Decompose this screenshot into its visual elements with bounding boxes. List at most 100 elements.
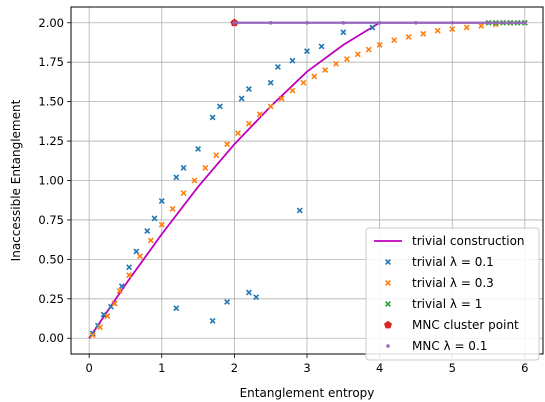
data-point xyxy=(224,141,231,148)
data-point xyxy=(195,145,202,152)
data-point xyxy=(191,177,198,184)
data-point xyxy=(377,20,382,25)
legend-label: MNC λ = 0.1 xyxy=(412,339,487,353)
legend-marker xyxy=(385,259,391,265)
y-tick-label: 0.75 xyxy=(38,213,64,227)
data-point xyxy=(343,56,350,63)
series-2 xyxy=(89,19,514,339)
data-point xyxy=(478,22,485,29)
data-point xyxy=(300,79,307,86)
data-point xyxy=(333,60,340,67)
data-point xyxy=(245,120,252,127)
data-point xyxy=(126,272,133,279)
y-tick-label: 1.25 xyxy=(38,134,64,148)
x-tick-label: 6 xyxy=(521,361,528,375)
data-point xyxy=(245,86,252,92)
data-point xyxy=(173,174,180,181)
data-point xyxy=(289,87,296,94)
x-tick-label: 3 xyxy=(303,361,310,375)
data-point xyxy=(450,20,455,25)
data-point xyxy=(376,41,383,48)
data-point xyxy=(322,67,329,74)
data-point xyxy=(144,228,151,234)
x-tick-label: 1 xyxy=(158,361,165,375)
data-point xyxy=(463,24,470,31)
y-tick-label: 1.50 xyxy=(38,95,64,109)
data-point xyxy=(224,298,231,305)
data-point xyxy=(118,283,125,290)
data-point xyxy=(173,305,180,312)
data-point xyxy=(449,26,456,33)
legend-marker xyxy=(386,344,390,348)
x-tick-label: 0 xyxy=(85,361,92,375)
data-point xyxy=(267,103,274,110)
data-point xyxy=(311,73,318,80)
data-point xyxy=(89,332,96,339)
data-point xyxy=(289,57,296,64)
data-point xyxy=(420,30,427,37)
y-axis-label: Inaccessible Entanglement xyxy=(9,99,23,261)
data-point xyxy=(180,190,187,197)
data-point xyxy=(340,29,347,36)
x-tick-label: 2 xyxy=(231,361,238,375)
data-point xyxy=(304,48,310,55)
legend-marker xyxy=(384,320,392,329)
data-point xyxy=(354,51,361,58)
y-tick-label: 0.50 xyxy=(38,252,64,266)
y-tick-label: 1.75 xyxy=(38,55,64,69)
data-point xyxy=(97,324,104,331)
data-point xyxy=(341,20,346,25)
data-point xyxy=(391,37,398,44)
plot-content xyxy=(88,18,528,339)
data-point xyxy=(486,20,491,25)
data-point xyxy=(256,111,263,118)
data-point xyxy=(100,311,107,318)
data-point xyxy=(235,130,241,137)
data-point xyxy=(169,205,176,212)
data-point xyxy=(216,103,223,110)
x-tick-label: 4 xyxy=(376,361,383,375)
legend-box xyxy=(365,227,540,361)
legend-label: trivial λ = 1 xyxy=(412,297,482,311)
data-point xyxy=(278,95,285,102)
y-tick-label: 1.00 xyxy=(38,174,64,188)
data-point xyxy=(209,114,216,121)
data-point xyxy=(89,330,96,337)
data-point xyxy=(274,63,281,70)
data-point xyxy=(111,300,118,307)
legend-label: trivial construction xyxy=(412,234,525,248)
data-point xyxy=(305,20,309,25)
data-point xyxy=(158,198,165,204)
data-point xyxy=(365,46,372,53)
data-point xyxy=(268,20,273,25)
series-5 xyxy=(232,20,527,25)
legend-label: trivial λ = 0.3 xyxy=(412,276,494,290)
data-point xyxy=(116,287,123,294)
y-tick-label: 0.25 xyxy=(38,292,64,306)
data-point xyxy=(414,20,418,25)
data-point xyxy=(405,34,412,40)
legend-label: MNC cluster point xyxy=(412,318,519,332)
data-point xyxy=(253,294,260,301)
data-point xyxy=(245,289,252,296)
data-point xyxy=(318,43,325,50)
data-point xyxy=(296,207,303,214)
legend-marker xyxy=(385,301,391,307)
x-tick-label: 5 xyxy=(449,361,456,375)
data-point xyxy=(104,313,111,320)
axis-ticks: 0 1 2 3 4 5 6 0.00 0.25 0.50 0.75 1.00 1.25 1.50 1.75 2… xyxy=(38,16,528,375)
legend: trivial construction trivial λ = 0.1 trivi… xyxy=(365,227,540,361)
data-point xyxy=(158,221,165,228)
data-point xyxy=(133,248,140,255)
data-point xyxy=(267,79,274,86)
data-point xyxy=(523,20,527,25)
legend-label: trivial λ = 0.1 xyxy=(412,255,494,269)
data-point xyxy=(213,152,220,159)
data-point xyxy=(434,27,441,34)
data-point xyxy=(202,164,209,171)
data-point xyxy=(238,95,245,102)
data-point xyxy=(209,317,216,324)
data-point xyxy=(180,164,187,171)
x-axis-label: Entanglement entropy xyxy=(240,386,375,400)
